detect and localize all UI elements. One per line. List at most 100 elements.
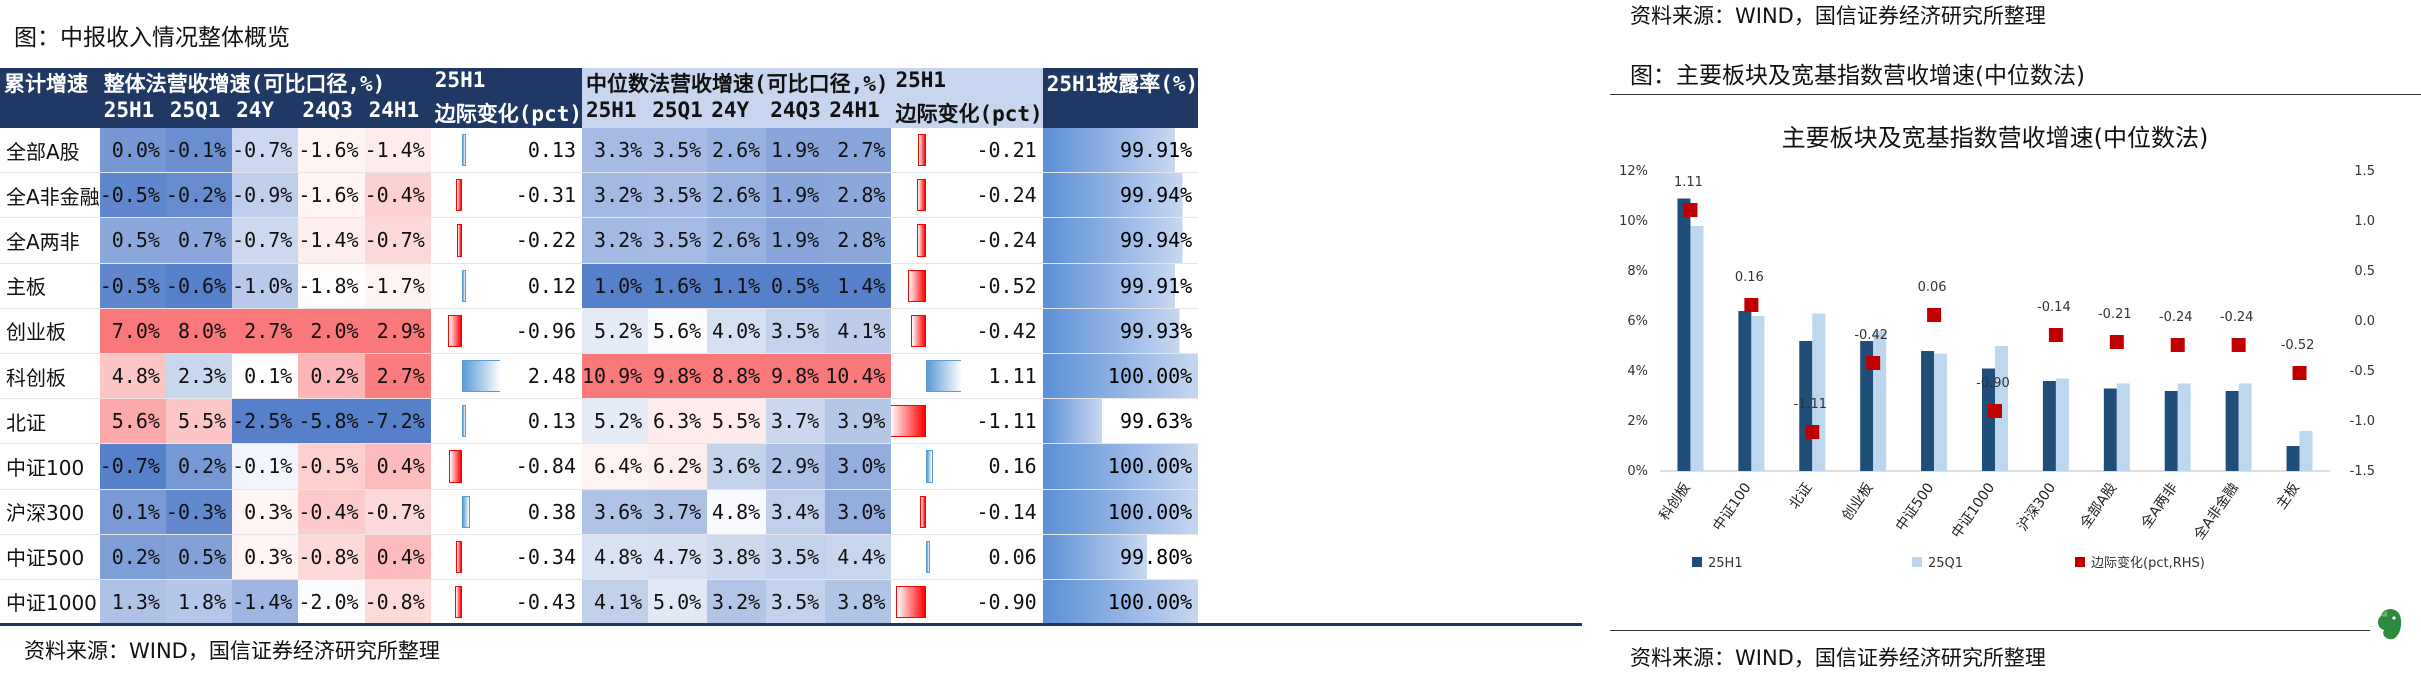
x-tick-label: 北证 bbox=[1786, 480, 1815, 512]
median-growth-cell: 3.9% bbox=[825, 398, 892, 445]
median-growth-cell: 3.5% bbox=[648, 128, 708, 174]
overall-group-header: 整体法营收增速(可比口径,%) bbox=[99, 68, 431, 98]
median-growth-cell: 3.0% bbox=[825, 443, 892, 490]
overall-delta-value: 0.13 bbox=[500, 128, 582, 174]
positive-data-bar bbox=[926, 540, 931, 573]
median-growth-cell: 3.5% bbox=[648, 172, 708, 219]
marker-data-label: -0.42 bbox=[1854, 328, 1888, 343]
table-row: 全部A股 0.0% -0.1% -0.7% -1.6% -1.4% 0.13 3.3% 3.5%… bbox=[0, 128, 1199, 174]
median-delta-bar-cell bbox=[891, 217, 962, 264]
median-delta-value: -0.52 bbox=[961, 263, 1043, 309]
overall-delta-value: 0.13 bbox=[500, 398, 582, 445]
disclosure-rate-cell: 99.63% bbox=[1042, 398, 1199, 445]
median-delta-bar-cell bbox=[891, 308, 962, 354]
overall-growth-cell: 2.0% bbox=[298, 308, 365, 354]
table-body: 全部A股 0.0% -0.1% -0.7% -1.6% -1.4% 0.13 3.3% 3.5%… bbox=[0, 128, 1199, 626]
median-growth-cell: 9.8% bbox=[648, 353, 708, 400]
negative-data-bar bbox=[454, 585, 462, 619]
overall-growth-cell: 0.2% bbox=[165, 443, 233, 490]
negative-data-bar bbox=[911, 314, 927, 347]
disclosure-header: 25H1披露率(%) bbox=[1042, 68, 1199, 128]
median-delta-bar-cell bbox=[891, 534, 962, 580]
marker-data-label: 0.06 bbox=[1918, 280, 1947, 295]
right-bottom-rule bbox=[1610, 630, 2370, 631]
median-delta-value: 0.06 bbox=[961, 534, 1043, 580]
overall-delta-bar-cell bbox=[430, 217, 500, 264]
overall-delta-value: -0.43 bbox=[500, 579, 582, 626]
marker-data-label: 0.16 bbox=[1735, 270, 1764, 285]
median-growth-cell: 5.6% bbox=[648, 308, 708, 354]
overall-delta-value: 2.48 bbox=[500, 353, 582, 400]
row-label: 中证500 bbox=[0, 534, 100, 580]
median-growth-cell: 3.5% bbox=[648, 217, 708, 264]
overall-growth-cell: -0.5% bbox=[99, 263, 166, 309]
positive-data-bar bbox=[461, 269, 466, 302]
median-growth-cell: 3.6% bbox=[707, 443, 767, 490]
negative-data-bar bbox=[908, 269, 927, 302]
row-label: 全部A股 bbox=[0, 128, 100, 174]
marker-data-label: -0.24 bbox=[2159, 310, 2193, 325]
row-label: 全A非金融 bbox=[0, 172, 100, 219]
table-row: 沪深300 0.1% -0.3% 0.3% -0.4% -0.7% 0.38 3.6% 3.7%… bbox=[0, 489, 1199, 535]
overall-growth-cell: 0.4% bbox=[364, 534, 431, 580]
overall-growth-cell: 2.7% bbox=[364, 353, 431, 400]
x-tick-label: 全部A股 bbox=[2077, 480, 2121, 532]
median-growth-cell: 1.0% bbox=[582, 263, 649, 309]
x-tick-label: 主板 bbox=[2274, 480, 2303, 512]
overall-growth-cell: 0.3% bbox=[232, 489, 299, 535]
period-header: 24H1 bbox=[825, 98, 892, 128]
overall-growth-cell: -0.7% bbox=[232, 217, 299, 264]
disclosure-rate-cell: 100.00% bbox=[1042, 579, 1199, 626]
marker-marginal-change bbox=[1988, 404, 2002, 418]
median-delta-value: -0.42 bbox=[961, 308, 1043, 354]
overall-delta-value: -0.34 bbox=[500, 534, 582, 580]
negative-data-bar bbox=[455, 540, 462, 573]
overall-delta-bar-cell bbox=[430, 398, 500, 445]
marker-marginal-change bbox=[1866, 356, 1881, 370]
marker-marginal-change bbox=[2292, 366, 2307, 380]
median-revenue-growth-chart: 主要板块及宽基指数营收增速(中位数法) 0% 2% 4% 6% 8% 10% 12% -1.5 -… bbox=[1619, 124, 2375, 571]
median-delta-bar-cell bbox=[891, 353, 962, 400]
overall-delta-bar-cell bbox=[430, 579, 500, 626]
overall-growth-cell: 0.1% bbox=[99, 489, 166, 535]
median-delta-bar-cell bbox=[891, 489, 962, 535]
negative-data-bar bbox=[891, 405, 927, 438]
legend-swatch bbox=[1912, 557, 1922, 567]
overall-growth-cell: -0.6% bbox=[165, 263, 233, 309]
overall-growth-cell: 0.0% bbox=[99, 128, 166, 174]
positive-data-bar bbox=[926, 450, 934, 483]
overall-growth-cell: -2.0% bbox=[298, 579, 365, 626]
row-label: 中证100 bbox=[0, 443, 100, 490]
row-label: 中证1000 bbox=[0, 579, 100, 626]
median-growth-cell: 5.2% bbox=[582, 308, 649, 354]
median-growth-cell: 2.8% bbox=[825, 172, 892, 219]
median-growth-cell: 4.1% bbox=[825, 308, 892, 354]
overall-growth-cell: -0.1% bbox=[232, 443, 299, 490]
bar-25h1 bbox=[2286, 446, 2300, 471]
overall-growth-cell: 5.6% bbox=[99, 398, 166, 445]
disclosure-rate-cell: 99.91% bbox=[1042, 263, 1199, 309]
overall-delta-bar-cell bbox=[430, 353, 500, 400]
overall-growth-cell: -2.5% bbox=[232, 398, 299, 445]
legend-swatch bbox=[2075, 557, 2085, 567]
positive-data-bar bbox=[926, 359, 962, 393]
disclosure-rate-cell: 100.00% bbox=[1042, 353, 1199, 400]
overall-growth-cell: -0.9% bbox=[232, 172, 299, 219]
overall-growth-cell: 0.1% bbox=[232, 353, 299, 400]
y-tick-left: 0% bbox=[1627, 464, 1648, 479]
median-growth-cell: 3.5% bbox=[766, 534, 826, 580]
legend-label: 25H1 bbox=[1708, 556, 1743, 571]
overall-growth-cell: -0.7% bbox=[364, 489, 431, 535]
x-tick-label: 中证1000 bbox=[1949, 480, 1999, 541]
x-tick-label: 全A两非 bbox=[2137, 480, 2181, 532]
positive-data-bar bbox=[461, 495, 470, 528]
right-bottom-source: 资料来源：WIND，国信证券经济研究所整理 bbox=[1630, 646, 2046, 670]
overall-growth-cell: 0.4% bbox=[364, 443, 431, 490]
table-row: 中证1000 1.3% 1.8% -1.4% -2.0% -0.8% -0.43 4.1% 5.… bbox=[0, 579, 1199, 626]
overall-growth-cell: -0.8% bbox=[298, 534, 365, 580]
overall-delta-value: -0.22 bbox=[500, 217, 582, 264]
bar-25q1 bbox=[1812, 313, 1826, 471]
overall-delta-bar-cell bbox=[430, 534, 500, 580]
median-growth-cell: 5.2% bbox=[582, 398, 649, 445]
overall-growth-cell: 2.9% bbox=[364, 308, 431, 354]
